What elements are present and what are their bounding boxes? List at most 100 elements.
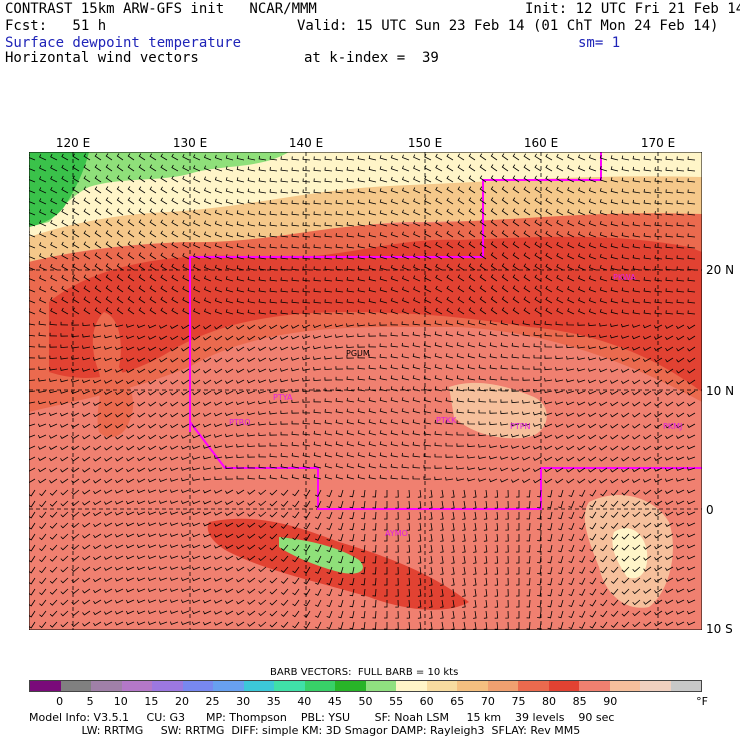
wind-barb	[193, 209, 201, 216]
station-pgum: PGUM	[346, 349, 370, 358]
wind-barb	[479, 153, 487, 161]
wind-barb	[292, 522, 300, 530]
wind-barb	[446, 296, 454, 304]
wind-barb	[534, 230, 542, 238]
wind-barb	[479, 296, 487, 304]
wind-barb	[94, 164, 102, 172]
wind-barb	[401, 231, 410, 238]
wind-barb	[82, 577, 91, 583]
wind-barb	[588, 187, 597, 194]
legend-tick-label: 85	[572, 695, 587, 708]
wind-barb	[479, 285, 487, 293]
wind-barb	[610, 166, 619, 172]
wind-barb	[225, 599, 234, 604]
wind-barb	[159, 610, 168, 614]
wind-barb	[315, 511, 322, 519]
wind-barb	[115, 599, 124, 604]
wind-barb	[292, 500, 300, 508]
wind-barb	[182, 165, 190, 172]
wind-barb	[446, 241, 454, 249]
wind-barb	[269, 211, 278, 216]
wind-barb	[49, 456, 58, 462]
wind-barb	[346, 397, 355, 403]
legend-tick-label: 65	[450, 695, 465, 708]
wind-barb	[440, 533, 444, 542]
wind-barb	[654, 500, 663, 506]
legend-swatch	[457, 681, 488, 691]
wind-barb	[423, 320, 432, 326]
wind-barb	[566, 478, 575, 484]
wind-barb	[468, 274, 476, 282]
wind-barb	[516, 534, 520, 542]
wind-barb	[379, 332, 388, 337]
wind-barb	[335, 310, 344, 315]
wind-barb	[349, 544, 355, 553]
wind-barb	[193, 297, 201, 304]
wind-barb	[516, 556, 520, 564]
wind-barb	[368, 408, 377, 414]
wind-barb	[269, 368, 278, 373]
wind-barb	[349, 610, 355, 619]
wind-barb	[643, 346, 652, 351]
wind-barb	[588, 286, 597, 293]
wind-barb	[544, 332, 553, 337]
wind-barb	[192, 588, 201, 593]
wind-barb	[214, 346, 223, 352]
wind-barb	[170, 390, 179, 396]
wind-barb	[93, 390, 102, 395]
wind-barb	[280, 544, 289, 551]
wind-barb	[456, 364, 465, 370]
legend-swatch	[304, 681, 335, 691]
wind-barb	[610, 412, 619, 418]
wind-barb	[71, 511, 80, 517]
wind-barb	[610, 423, 619, 429]
wind-barb	[440, 566, 444, 575]
wind-barb	[632, 610, 641, 617]
wind-barb	[137, 544, 146, 549]
wind-barb	[60, 344, 69, 349]
wind-barb	[193, 154, 201, 161]
wind-barb	[600, 599, 608, 607]
wind-barb	[445, 353, 454, 359]
wind-barb	[72, 230, 80, 238]
wind-barb	[676, 544, 685, 549]
wind-barb	[516, 512, 520, 520]
wind-barb	[526, 500, 531, 509]
wind-barb	[589, 522, 597, 530]
wind-barb	[654, 511, 663, 517]
wind-barb	[467, 386, 476, 392]
wind-barb	[665, 511, 674, 516]
wind-barb	[82, 379, 91, 384]
wind-barb	[523, 230, 531, 238]
wind-barb	[82, 610, 91, 616]
wind-barb	[72, 208, 80, 216]
wind-barb	[60, 533, 69, 540]
wind-barb	[665, 310, 674, 315]
wind-barb	[522, 411, 531, 415]
wind-barb	[104, 511, 113, 516]
wind-barb	[247, 555, 256, 561]
wind-barb	[171, 241, 179, 249]
wind-barb	[349, 588, 355, 597]
wind-barb	[192, 511, 201, 516]
wind-barb	[39, 555, 47, 563]
wind-barb	[83, 219, 91, 227]
wind-barb	[313, 156, 322, 161]
legend-swatch	[30, 681, 61, 691]
wind-barb	[60, 566, 69, 573]
wind-barb	[621, 232, 630, 238]
wind-barb	[687, 445, 696, 450]
wind-barb	[159, 511, 168, 515]
wind-barb	[303, 566, 311, 574]
wind-barb	[462, 577, 466, 586]
wind-barb	[501, 197, 509, 205]
wind-barb	[225, 401, 234, 406]
wind-barb	[568, 489, 575, 498]
wind-barb	[171, 219, 179, 227]
wind-barb	[555, 456, 564, 462]
wind-barb	[423, 353, 432, 359]
wind-barb	[71, 599, 80, 605]
wind-barb	[423, 408, 432, 414]
wind-barb	[335, 178, 344, 183]
wind-barb	[313, 388, 322, 392]
